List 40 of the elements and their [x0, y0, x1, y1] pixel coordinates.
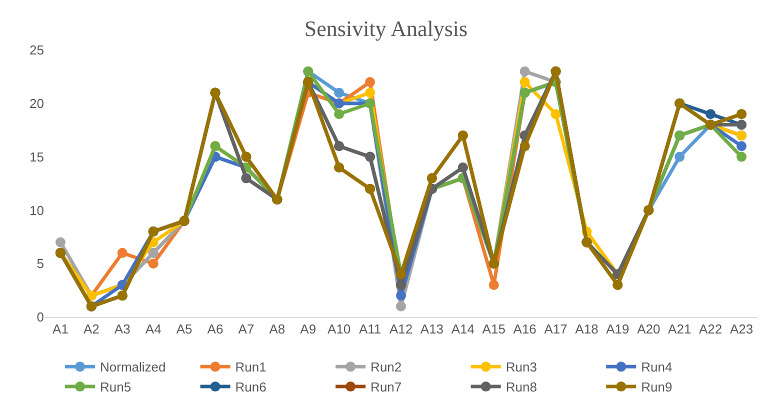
legend-label: Run6	[235, 380, 266, 395]
x-tick-label: A13	[420, 322, 444, 337]
x-tick-label: A4	[145, 322, 162, 337]
x-tick-label: A19	[606, 322, 630, 337]
y-tick-label: 15	[30, 149, 44, 164]
x-tick-label: A12	[389, 322, 413, 337]
legend-label: Run1	[235, 360, 266, 375]
chart-title: Sensivity Analysis	[304, 16, 468, 42]
legend-label: Run3	[506, 360, 537, 375]
x-tick-label: A15	[482, 322, 506, 337]
x-tick-label: A10	[328, 322, 351, 337]
x-tick-label: A20	[637, 322, 660, 337]
x-tick-label: A17	[544, 322, 568, 337]
legend-label: Run2	[370, 360, 402, 375]
legend-label: Run9	[641, 380, 672, 395]
legend-label: Run5	[100, 380, 132, 395]
x-tick-label: A22	[699, 322, 722, 337]
x-tick-label: A16	[513, 322, 536, 337]
y-tick-label: 10	[30, 202, 44, 218]
x-tick-label: A6	[207, 322, 224, 337]
x-tick-label: A7	[238, 322, 254, 337]
x-tick-label: A3	[114, 322, 130, 337]
y-tick-label: 25	[30, 42, 44, 58]
x-tick-label: A1	[52, 322, 68, 337]
x-tick-label: A21	[668, 322, 692, 337]
x-tick-label: A14	[451, 322, 474, 337]
x-tick-label: A18	[575, 322, 598, 337]
legend-label: Run8	[506, 380, 537, 395]
legend-label: Run4	[641, 360, 672, 375]
x-tick-label: A2	[83, 322, 100, 337]
x-tick-label: A11	[358, 322, 382, 337]
x-tick-label: A9	[300, 322, 316, 337]
y-tick-label: 20	[30, 96, 44, 111]
y-tick-label: 5	[36, 256, 44, 272]
x-tick-label: A23	[730, 322, 754, 337]
legend-label: Run7	[370, 380, 402, 395]
legend-label: Normalized	[100, 360, 166, 375]
x-tick-label: A8	[269, 322, 286, 337]
x-tick-label: A5	[176, 322, 192, 337]
y-tick-label: 0	[36, 310, 44, 325]
